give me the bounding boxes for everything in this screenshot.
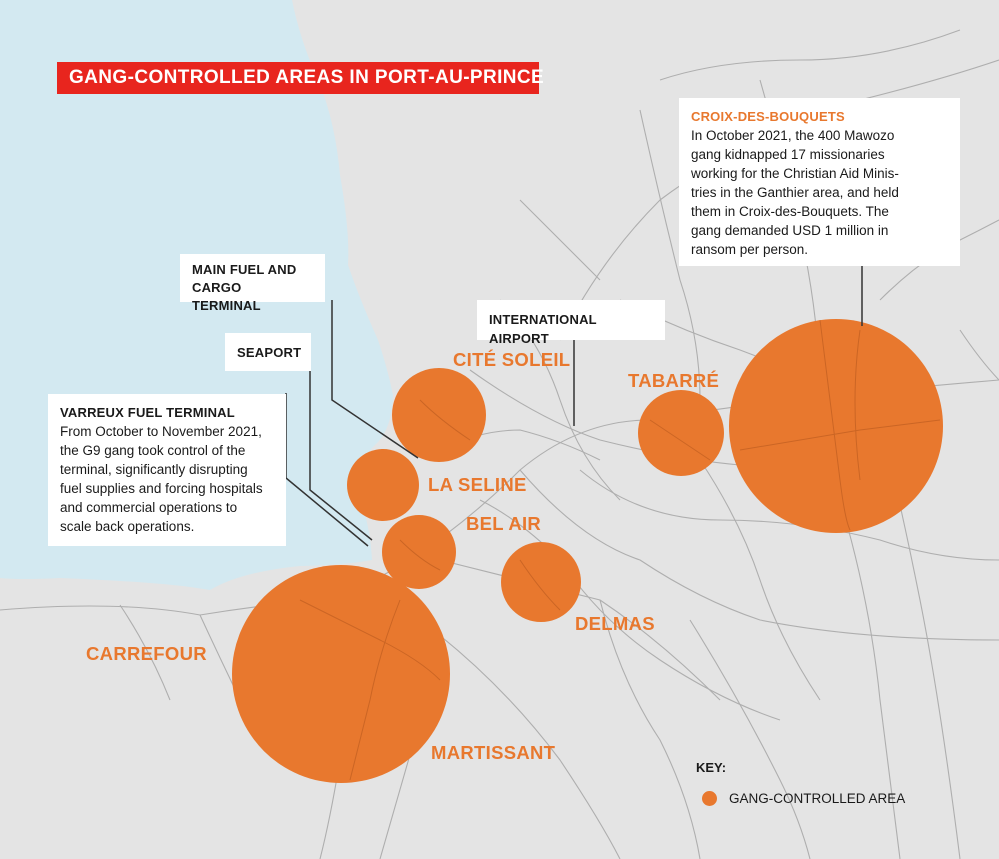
callout-line: them in Croix-des-Bouquets. The	[691, 204, 889, 219]
map-title: GANG-CONTROLLED AREAS IN PORT-AU-PRINCE	[57, 62, 544, 94]
area-cite-soleil	[392, 368, 486, 462]
leader-lines	[285, 266, 863, 547]
label-martissant: MARTISSANT	[431, 742, 556, 763]
callout-varreux-fuel-terminal: VARREUX FUEL TERMINAL From October to No…	[48, 394, 286, 546]
area-delmas	[501, 542, 581, 622]
callout-line: From October to November 2021,	[60, 424, 262, 439]
area-la-seline	[347, 449, 419, 521]
callout-line: terminal, significantly disrupting	[60, 462, 248, 477]
callout-line: gang demanded USD 1 million in	[691, 223, 889, 238]
callout-heading: INTERNATIONAL AIRPORT	[489, 312, 597, 346]
leader-varreux	[285, 393, 369, 547]
gang-area-key-icon	[702, 791, 717, 806]
callout-line: working for the Christian Aid Minis-	[691, 166, 899, 181]
callout-line: and commercial operations to	[60, 500, 238, 515]
callout-international-airport: INTERNATIONAL AIRPORT	[477, 300, 665, 346]
callout-line: MAIN FUEL AND	[192, 262, 297, 277]
area-road-overlay	[299, 319, 941, 781]
callout-line: the G9 gang took control of the	[60, 443, 246, 458]
callout-heading: SEAPORT	[237, 345, 302, 360]
callout-line: tries in the Ganthier area, and held	[691, 185, 899, 200]
area-croix-des-bouquets	[729, 319, 943, 533]
callout-seaport: SEAPORT	[225, 333, 311, 371]
label-bel-air: BEL AIR	[466, 513, 542, 534]
area-bel-air	[382, 515, 456, 589]
label-la-seline: LA SELINE	[428, 474, 527, 495]
label-carrefour: CARREFOUR	[86, 643, 207, 664]
callout-heading: CROIX-DES-BOUQUETS	[691, 109, 845, 124]
area-tabarre	[638, 390, 724, 476]
callout-croix-des-bouquets: CROIX-DES-BOUQUETS In October 2021, the …	[679, 98, 960, 266]
label-delmas: DELMAS	[575, 613, 655, 634]
label-tabarre: TABARRÉ	[628, 370, 720, 391]
callout-main-fuel-cargo-terminal: MAIN FUEL AND CARGO TERMINAL	[180, 254, 325, 313]
callout-line: CARGO TERMINAL	[192, 280, 261, 313]
key-label: GANG-CONTROLLED AREA	[729, 791, 906, 806]
leader-fuel-cargo	[331, 300, 419, 459]
callout-line: In October 2021, the 400 Mawozo	[691, 128, 895, 143]
callout-line: gang kidnapped 17 missionaries	[691, 147, 885, 162]
callout-heading: VARREUX FUEL TERMINAL	[60, 405, 235, 420]
gang-areas	[232, 319, 943, 783]
callout-line: ransom per person.	[691, 242, 809, 257]
label-cite-soleil: CITÉ SOLEIL	[453, 349, 571, 370]
area-martissant	[232, 565, 450, 783]
key-title: KEY:	[696, 760, 727, 775]
callout-line: scale back operations.	[60, 519, 195, 534]
leader-seaport	[309, 370, 373, 541]
callout-line: fuel supplies and forcing hospitals	[60, 481, 263, 496]
